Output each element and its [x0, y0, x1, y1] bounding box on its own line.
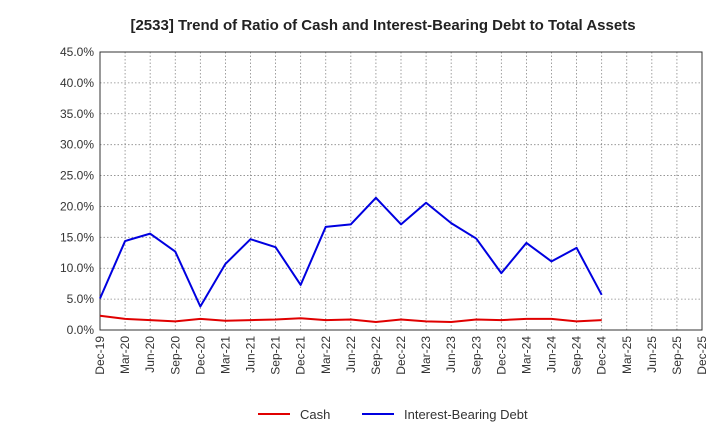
legend-label-interest-bearing-debt: Interest-Bearing Debt	[404, 407, 528, 422]
y-tick-label: 0.0%	[67, 323, 95, 337]
x-tick-label: Sep-24	[570, 336, 584, 375]
x-tick-label: Sep-20	[168, 336, 182, 375]
x-tick-label: Dec-19	[93, 336, 107, 375]
x-tick-label: Jun-22	[344, 336, 358, 373]
x-tick-label: Mar-25	[620, 336, 634, 374]
y-tick-label: 45.0%	[60, 45, 94, 59]
x-tick-label: Jun-21	[244, 336, 258, 373]
x-tick-label: Jun-23	[444, 336, 458, 373]
x-tick-label: Sep-22	[369, 336, 383, 375]
x-tick-label: Sep-23	[469, 336, 483, 375]
x-tick-label: Dec-23	[494, 336, 508, 375]
y-tick-label: 35.0%	[60, 107, 94, 121]
y-axis: 0.0% 5.0% 10.0% 15.0% 20.0% 25.0% 30.0% 35.0% 40…	[60, 45, 94, 337]
x-axis: Dec-19 Mar-20 Jun-20 Sep-20 Dec-20 Mar-21 Jun-…	[93, 336, 709, 375]
y-tick-label: 5.0%	[67, 292, 95, 306]
x-tick-label: Mar-21	[218, 336, 232, 374]
x-tick-label: Mar-24	[519, 336, 533, 374]
series-line-cash	[99, 314, 602, 323]
series-line-interest-bearing-debt	[99, 196, 603, 308]
y-tick-label: 20.0%	[60, 199, 94, 213]
x-tick-label: Sep-21	[269, 336, 283, 375]
grid	[99, 51, 703, 331]
x-tick-label: Dec-25	[695, 336, 709, 375]
plot-frame	[99, 51, 703, 331]
y-tick-label: 10.0%	[60, 261, 94, 275]
x-tick-label: Mar-22	[319, 336, 333, 374]
x-tick-label: Dec-20	[193, 336, 207, 375]
series-group	[99, 196, 603, 323]
y-tick-label: 30.0%	[60, 138, 94, 152]
x-tick-label: Jun-24	[545, 336, 559, 373]
x-tick-label: Dec-24	[595, 336, 609, 375]
x-tick-label: Dec-21	[294, 336, 308, 375]
chart-title: [2533] Trend of Ratio of Cash and Intere…	[130, 17, 635, 34]
legend-label-cash: Cash	[300, 407, 330, 422]
x-tick-label: Jun-25	[645, 336, 659, 373]
y-tick-label: 40.0%	[60, 76, 94, 90]
x-tick-label: Jun-20	[143, 336, 157, 373]
legend: Cash Interest-Bearing Debt	[258, 407, 528, 422]
x-tick-label: Mar-23	[419, 336, 433, 374]
x-tick-label: Sep-25	[670, 336, 684, 375]
y-tick-label: 25.0%	[60, 169, 94, 183]
x-tick-label: Dec-22	[394, 336, 408, 375]
x-tick-label: Mar-20	[118, 336, 132, 374]
y-tick-label: 15.0%	[60, 230, 94, 244]
